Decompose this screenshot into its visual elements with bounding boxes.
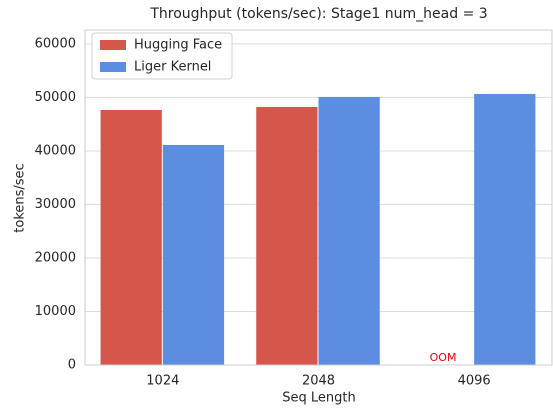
y-tick-label: 50000	[35, 90, 76, 105]
y-tick-label: 20000	[35, 250, 76, 265]
legend-box	[91, 32, 233, 80]
x-tick-label: 1024	[146, 374, 179, 389]
bar	[162, 144, 225, 365]
bar	[474, 93, 536, 366]
plot-border	[84, 29, 553, 366]
y-tick-label: 0	[68, 358, 76, 373]
y-tick-label: 60000	[35, 36, 76, 51]
x-tick-label: 4096	[458, 374, 491, 389]
y-tick-label: 40000	[35, 143, 76, 158]
y-tick-label: 30000	[35, 197, 76, 212]
x-tick-label: 2048	[302, 374, 335, 389]
legend-swatch	[100, 62, 126, 72]
y-tick-label: 10000	[35, 304, 76, 319]
legend-label: Liger Kernel	[134, 60, 211, 75]
bar	[318, 96, 380, 366]
chart-title: Throughput (tokens/sec): Stage1 num_head…	[149, 6, 487, 22]
bar	[100, 109, 162, 366]
legend-swatch	[100, 40, 126, 50]
y-axis-label: tokens/sec	[13, 163, 28, 232]
annotation: OOM	[430, 351, 457, 364]
x-axis-label: Seq Length	[282, 391, 355, 406]
bar	[256, 106, 318, 365]
legend-label: Hugging Face	[134, 38, 222, 53]
